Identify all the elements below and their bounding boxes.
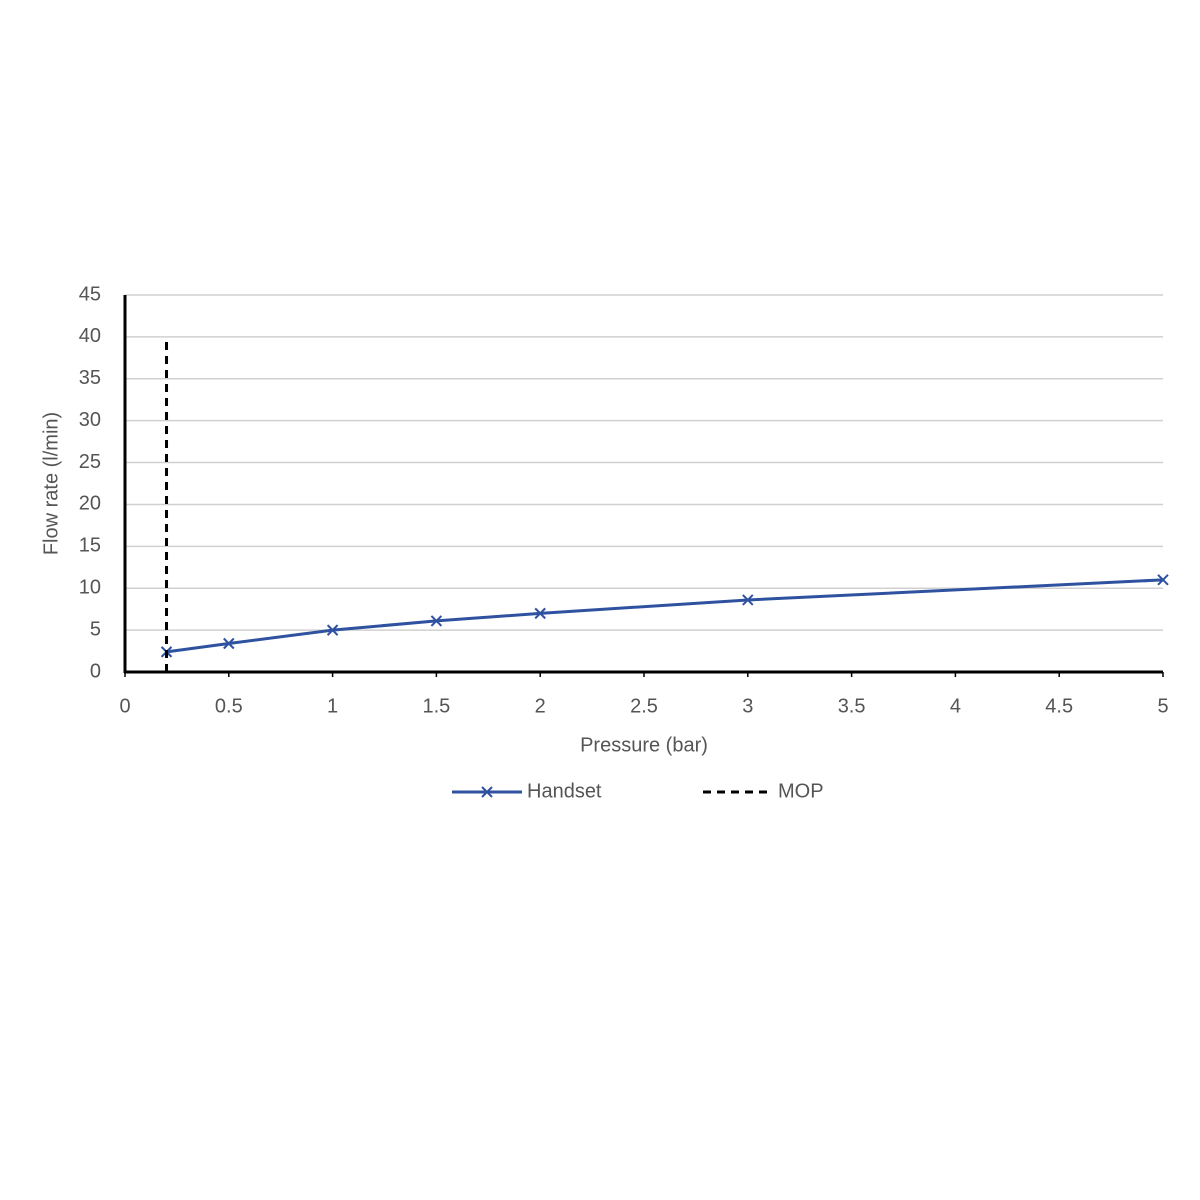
y-tick-label: 0 xyxy=(90,660,101,682)
x-axis-label: Pressure (bar) xyxy=(580,734,708,756)
y-tick-label: 35 xyxy=(79,367,101,389)
x-tick-label: 4.5 xyxy=(1045,695,1073,717)
marker xyxy=(481,786,493,798)
y-tick-label: 15 xyxy=(79,535,101,557)
legend-label: Handset xyxy=(527,780,602,802)
y-tick-label: 20 xyxy=(79,493,101,515)
x-tick-label: 2.5 xyxy=(630,695,658,717)
y-tick-label: 25 xyxy=(79,451,101,473)
marker xyxy=(534,607,546,620)
marker xyxy=(742,594,754,606)
x-tick-label: 1 xyxy=(327,695,338,717)
x-tick-label: 0.5 xyxy=(215,695,243,717)
x-tick-label: 2 xyxy=(535,695,546,717)
x-tick-label: 4 xyxy=(950,695,961,717)
y-tick-label: 30 xyxy=(79,409,101,431)
x-tick-label: 5 xyxy=(1157,695,1168,717)
x-tick-label: 1.5 xyxy=(422,695,450,717)
marker xyxy=(1157,574,1169,586)
y-tick-label: 40 xyxy=(79,325,101,347)
legend-label: MOP xyxy=(778,780,824,802)
y-axis-label: Flow rate (l/min) xyxy=(40,412,62,555)
marker xyxy=(430,615,443,627)
x-tick-label: 0 xyxy=(119,695,130,717)
x-tick-label: 3 xyxy=(742,695,753,717)
y-tick-label: 45 xyxy=(79,283,101,305)
y-tick-label: 10 xyxy=(79,577,101,599)
marker xyxy=(326,624,339,636)
x-tick-label: 3.5 xyxy=(838,695,866,717)
y-tick-label: 5 xyxy=(90,618,101,640)
marker xyxy=(223,637,235,650)
series-line xyxy=(166,578,1164,654)
